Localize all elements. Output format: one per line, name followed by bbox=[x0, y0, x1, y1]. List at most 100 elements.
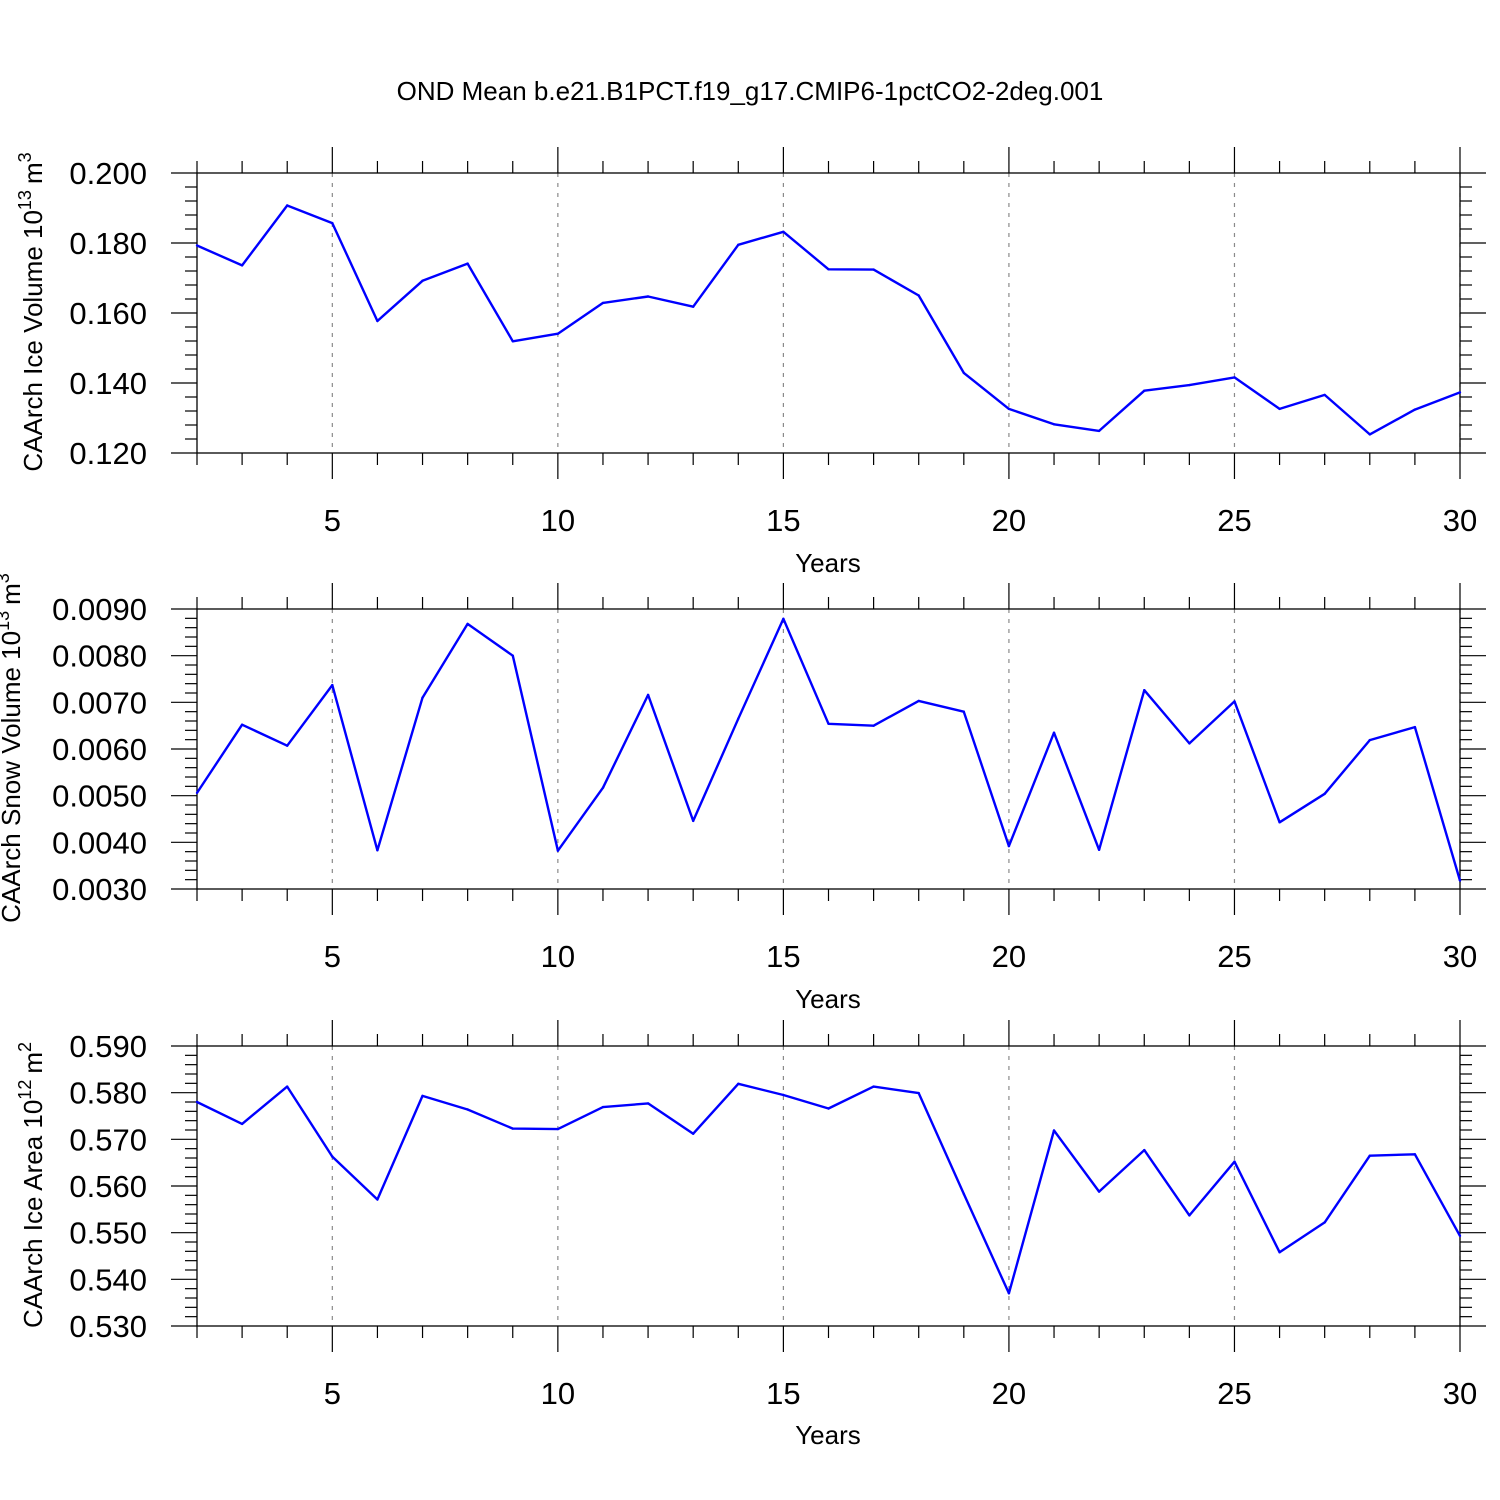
x-tick-label: 5 bbox=[324, 939, 341, 974]
snow-volume-data-point bbox=[1413, 725, 1417, 729]
plot-frame bbox=[196, 1045, 1461, 1327]
panel-ice-volume-xlabel: Years bbox=[795, 548, 861, 578]
ice-volume-data-point bbox=[1323, 393, 1326, 397]
y-tick-label: 0.0060 bbox=[52, 732, 147, 767]
ice-volume-data-point bbox=[737, 243, 740, 246]
ylabel-exponent: 13 bbox=[15, 190, 35, 210]
ylabel-exponent: 13 bbox=[0, 611, 13, 631]
ice-volume-data-point bbox=[872, 268, 875, 271]
y-tick-label: 0.120 bbox=[69, 436, 147, 471]
ice-area-data-point bbox=[466, 1108, 469, 1111]
y-tick-label: 0.530 bbox=[69, 1309, 147, 1344]
panel-ice-volume: 5 10 15 20 25 30 0.120 0.140 0.160 0.180 0.200 CAA… bbox=[15, 147, 1486, 578]
ice-area-data-point bbox=[737, 1082, 740, 1086]
ice-area-data-point bbox=[1097, 1190, 1101, 1193]
ice-volume-data-point bbox=[331, 221, 334, 225]
panel-ice-volume-ylabel: CAArch Ice Volume 1013 m3 bbox=[15, 152, 48, 471]
ice-area-data-point bbox=[1413, 1153, 1417, 1156]
x-tick-label: 20 bbox=[992, 1376, 1026, 1411]
ice-volume-data-point bbox=[376, 319, 379, 323]
x-tick-label: 5 bbox=[324, 1376, 341, 1411]
snow-volume-data-point bbox=[872, 724, 875, 727]
snow-volume-data-point bbox=[1143, 689, 1146, 692]
ice-area-data-point bbox=[601, 1105, 605, 1109]
ice-area-data-point bbox=[962, 1192, 965, 1196]
ice-volume-data-point bbox=[692, 305, 695, 308]
ice-area-data-point bbox=[827, 1107, 830, 1110]
y-tick-label: 0.0030 bbox=[52, 872, 147, 907]
ice-area-data-point bbox=[646, 1102, 650, 1105]
snow-volume-data-point bbox=[737, 717, 740, 720]
ice-volume-data-point bbox=[286, 204, 289, 207]
snow-volume-series-line bbox=[195, 617, 1462, 881]
snow-volume-data-point bbox=[1323, 792, 1326, 795]
ylabel-text: CAArch Ice Area 10 bbox=[18, 1100, 48, 1328]
y-tick-label: 0.0070 bbox=[52, 685, 147, 720]
ylabel-unit: m bbox=[0, 583, 26, 605]
x-tick-label: 25 bbox=[1217, 503, 1251, 538]
y-tick-label: 0.0080 bbox=[52, 639, 147, 674]
ice-area-data-point bbox=[1233, 1160, 1236, 1163]
snow-volume-data-point bbox=[556, 849, 560, 852]
ice-area-data-point bbox=[1052, 1129, 1056, 1132]
ice-volume-data-point bbox=[466, 262, 469, 265]
ice-area-data-point bbox=[421, 1094, 424, 1098]
ylabel-exponent: 12 bbox=[15, 1080, 35, 1100]
y-tick-label: 0.560 bbox=[69, 1169, 147, 1204]
panel-ice-area-ylabel: CAArch Ice Area 1012 m2 bbox=[15, 1042, 48, 1328]
panel-ice-area-xlabel: Years bbox=[795, 1420, 861, 1450]
y-tick-label: 0.0040 bbox=[52, 825, 147, 860]
ice-area-data-point bbox=[1458, 1234, 1462, 1238]
ice-area-data-point bbox=[511, 1127, 514, 1130]
panel-ice-area: 5 10 15 20 25 30 0.530 0.540 0.550 0.560 0.570 0.58… bbox=[15, 1020, 1486, 1450]
y-tick-label: 0.590 bbox=[69, 1029, 147, 1064]
snow-volume-data-point bbox=[1188, 742, 1191, 745]
y-tick-label: 0.570 bbox=[69, 1122, 147, 1157]
ice-volume-data-point bbox=[1233, 376, 1236, 379]
x-tick-label: 25 bbox=[1217, 1376, 1251, 1411]
x-tick-label: 15 bbox=[766, 939, 800, 974]
panel-snow-volume-marks: 5 10 15 20 25 30 0.0030 0.0040 0.0050 0.0060 0.007… bbox=[52, 583, 1486, 974]
ice-area-data-point bbox=[1368, 1154, 1372, 1157]
y-tick-label: 0.540 bbox=[69, 1262, 147, 1297]
ylabel-unit-exponent: 3 bbox=[15, 152, 35, 162]
ice-area-data-point bbox=[872, 1085, 875, 1088]
ylabel-unit: m bbox=[18, 1052, 48, 1074]
ylabel-unit-exponent: 2 bbox=[15, 1042, 35, 1052]
ice-volume-data-point bbox=[1097, 429, 1101, 433]
ice-volume-data-point bbox=[195, 244, 199, 247]
ice-volume-data-point bbox=[240, 264, 244, 267]
x-tick-label: 5 bbox=[324, 503, 341, 538]
ice-area-data-point bbox=[286, 1085, 289, 1088]
ylabel-unit: m bbox=[18, 162, 48, 184]
x-tick-label: 30 bbox=[1443, 1376, 1477, 1411]
ice-volume-data-point bbox=[962, 371, 965, 375]
snow-volume-data-point bbox=[376, 849, 379, 852]
snow-volume-data-point bbox=[1458, 879, 1462, 882]
snow-volume-data-point bbox=[782, 617, 785, 620]
snow-volume-data-point bbox=[1278, 821, 1281, 824]
snow-volume-data-point bbox=[646, 693, 650, 697]
snow-volume-data-point bbox=[1097, 848, 1101, 851]
ice-volume-data-point bbox=[601, 301, 605, 305]
snow-volume-data-point bbox=[195, 791, 199, 795]
y-tick-label: 0.550 bbox=[69, 1216, 147, 1251]
ice-volume-data-point bbox=[917, 294, 920, 297]
snow-volume-data-point bbox=[1233, 700, 1236, 703]
snow-volume-data-point bbox=[511, 654, 514, 657]
snow-volume-data-point bbox=[692, 819, 695, 823]
panel-snow-volume-xlabel: Years bbox=[795, 984, 861, 1014]
snow-volume-data-point bbox=[1007, 844, 1011, 848]
figure-title: OND Mean b.e21.B1PCT.f19_g17.CMIP6-1pctC… bbox=[397, 76, 1104, 106]
ice-volume-data-point bbox=[1368, 433, 1372, 436]
panel-snow-volume: 5 10 15 20 25 30 0.0030 0.0040 0.0050 0.0060 0.007… bbox=[0, 573, 1486, 1014]
x-tick-label: 10 bbox=[541, 1376, 575, 1411]
x-tick-label: 25 bbox=[1217, 939, 1251, 974]
snow-volume-data-point bbox=[601, 786, 605, 789]
y-tick-label: 0.180 bbox=[69, 226, 147, 261]
x-tick-label: 15 bbox=[766, 1376, 800, 1411]
ice-volume-series-line bbox=[196, 204, 1461, 436]
ylabel-text: CAArch Snow Volume 10 bbox=[0, 631, 26, 923]
y-tick-label: 0.160 bbox=[69, 296, 147, 331]
